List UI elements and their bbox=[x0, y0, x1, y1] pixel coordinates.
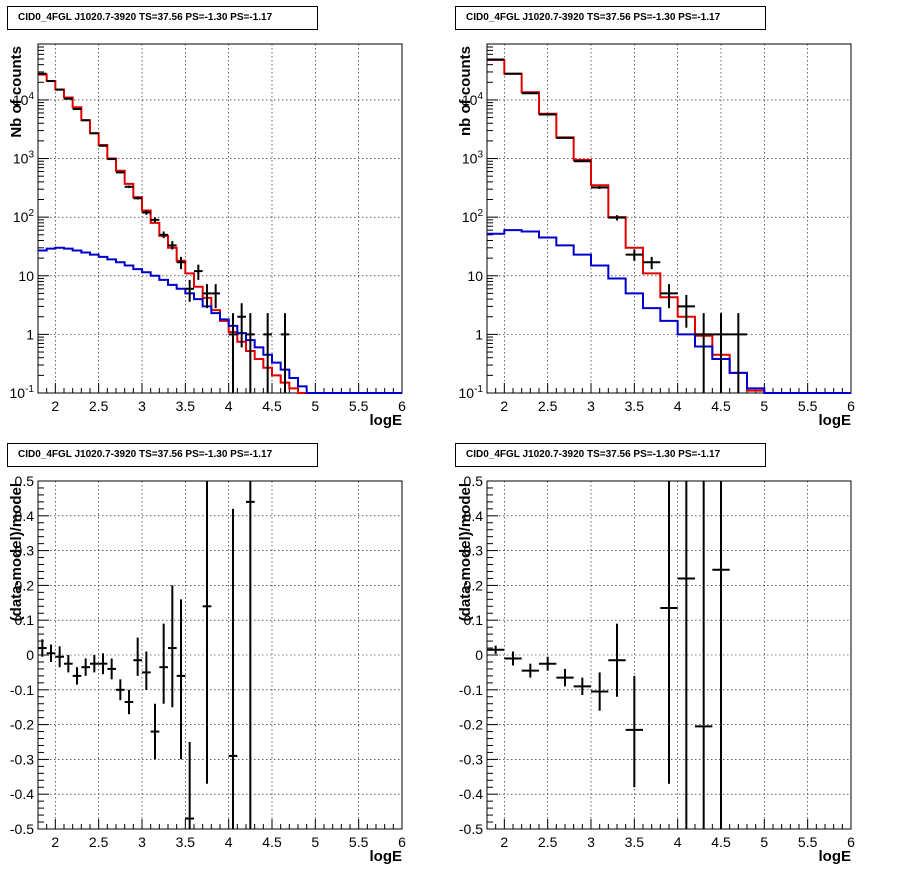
x-tick-label: 4.5 bbox=[262, 398, 282, 414]
x-tick-label: 4 bbox=[674, 834, 682, 850]
x-tick-label: 3 bbox=[587, 398, 595, 414]
plot-title-bottom-right: CID0_4FGL J1020.7-3920 TS=37.56 PS=-1.30… bbox=[455, 443, 766, 467]
y-tick-label: 0.2 bbox=[464, 577, 484, 593]
counts-plot-right: 2 2.5 3 3.5 4 4.5 5 5.5 6 10-1 1 10 102 103 104 logE nb … bbox=[457, 43, 855, 429]
x-tick-label: 6 bbox=[398, 834, 406, 850]
y-tick-label: -0.2 bbox=[10, 717, 34, 733]
x-tick-label: 5.5 bbox=[798, 398, 818, 414]
plot-title-top-right: CID0_4FGL J1020.7-3920 TS=37.56 PS=-1.30… bbox=[455, 6, 766, 30]
model-total-line bbox=[487, 59, 851, 394]
x-tick-label: 5 bbox=[311, 398, 319, 414]
x-tick-label: 2.5 bbox=[89, 834, 109, 850]
y-tick-label: 102 bbox=[462, 208, 484, 225]
y-tick-label: 10 bbox=[18, 268, 34, 284]
x-tick-label: 5.5 bbox=[798, 834, 818, 850]
y-tick-label: 0.5 bbox=[464, 473, 484, 489]
y-tick-label: 1 bbox=[475, 326, 483, 342]
x-tick-label: 3.5 bbox=[625, 398, 645, 414]
x-axis-title: logE bbox=[819, 412, 852, 429]
y-tick-label: 0.3 bbox=[15, 543, 35, 559]
y-tick-label: 0.5 bbox=[15, 473, 35, 489]
y-tick-label: 103 bbox=[13, 150, 35, 167]
y-axis-title: (data-model)/model bbox=[457, 483, 474, 621]
y-tick-label: 10-1 bbox=[10, 384, 35, 401]
x-tick-label: 4 bbox=[225, 398, 233, 414]
counts-plot-left: 2 2.5 3 3.5 4 4.5 5 5.5 6 10-1 1 10 102 103 104 logE Nb … bbox=[8, 43, 406, 429]
x-tick-label: 4.5 bbox=[262, 834, 282, 850]
model-source-line bbox=[487, 229, 851, 394]
plot-frame bbox=[486, 43, 852, 394]
x-tick-label: 6 bbox=[847, 398, 855, 414]
y-tick-label: -0.5 bbox=[10, 821, 34, 837]
x-tick-label: 2.5 bbox=[538, 398, 558, 414]
x-tick-label: 2 bbox=[51, 398, 59, 414]
x-tick-label: 4.5 bbox=[711, 834, 731, 850]
x-axis-title: logE bbox=[370, 848, 403, 865]
x-tick-label: 5 bbox=[760, 398, 768, 414]
plot-frame bbox=[37, 43, 403, 394]
y-tick-label: 0.3 bbox=[464, 543, 484, 559]
y-tick-label: -0.3 bbox=[10, 751, 34, 767]
y-tick-label: -0.5 bbox=[459, 821, 483, 837]
y-tick-label: -0.1 bbox=[459, 682, 483, 698]
y-tick-label: 104 bbox=[462, 91, 484, 108]
y-tick-label: 0.4 bbox=[464, 508, 484, 524]
y-tick-label: 10 bbox=[467, 268, 483, 284]
x-axis-title: logE bbox=[370, 412, 403, 429]
plot-title-bottom-left: CID0_4FGL J1020.7-3920 TS=37.56 PS=-1.30… bbox=[7, 443, 318, 467]
x-tick-label: 5 bbox=[760, 834, 768, 850]
x-tick-label: 5.5 bbox=[349, 398, 369, 414]
x-tick-label: 4 bbox=[225, 834, 233, 850]
y-tick-label: -0.4 bbox=[10, 786, 34, 802]
x-tick-label: 4.5 bbox=[711, 398, 731, 414]
y-tick-label: 102 bbox=[13, 208, 35, 225]
x-tick-label: 2.5 bbox=[89, 398, 109, 414]
x-tick-label: 4 bbox=[674, 398, 682, 414]
plot-title-top-left: CID0_4FGL J1020.7-3920 TS=37.56 PS=-1.30… bbox=[7, 6, 318, 30]
model-total-line bbox=[38, 73, 402, 394]
y-axis-title: Nb of counts bbox=[8, 46, 25, 138]
residual-plot-left: 2 2.5 3 3.5 4 4.5 5 5.5 6 -0.5 -0.4 -0.3 -0.2 -0.1 0 0.… bbox=[8, 473, 406, 865]
y-axis-title: (data-model)/model bbox=[8, 483, 25, 621]
y-tick-label: 104 bbox=[13, 91, 35, 108]
x-tick-label: 3.5 bbox=[176, 834, 196, 850]
y-tick-label: -0.2 bbox=[459, 717, 483, 733]
y-tick-label: 10-1 bbox=[459, 384, 484, 401]
x-tick-label: 3 bbox=[138, 398, 146, 414]
y-tick-label: -0.1 bbox=[10, 682, 34, 698]
x-tick-label: 3 bbox=[138, 834, 146, 850]
x-tick-label: 3.5 bbox=[176, 398, 196, 414]
y-tick-label: 103 bbox=[462, 150, 484, 167]
x-tick-label: 2 bbox=[500, 398, 508, 414]
residual-plot-right: 2 2.5 3 3.5 4 4.5 5 5.5 6 -0.5 -0.4 -0.3 -0.2 -0.1 0 0.… bbox=[457, 473, 855, 865]
x-tick-label: 2 bbox=[500, 834, 508, 850]
x-tick-label: 3.5 bbox=[625, 834, 645, 850]
x-axis-title: logE bbox=[819, 848, 852, 865]
y-tick-label: -0.3 bbox=[459, 751, 483, 767]
x-tick-label: 2 bbox=[51, 834, 59, 850]
y-tick-label: 1 bbox=[26, 326, 34, 342]
x-tick-label: 5 bbox=[311, 834, 319, 850]
x-tick-label: 2.5 bbox=[538, 834, 558, 850]
y-tick-label: 0.4 bbox=[15, 508, 35, 524]
y-tick-label: 0 bbox=[475, 647, 483, 663]
y-tick-label: 0.1 bbox=[15, 612, 35, 628]
x-tick-label: 3 bbox=[587, 834, 595, 850]
y-tick-label: 0.2 bbox=[15, 577, 35, 593]
y-tick-label: 0.1 bbox=[464, 612, 484, 628]
y-tick-label: -0.4 bbox=[459, 786, 483, 802]
x-tick-label: 6 bbox=[398, 398, 406, 414]
y-tick-label: 0 bbox=[26, 647, 34, 663]
model-source-line bbox=[38, 246, 402, 394]
x-tick-label: 6 bbox=[847, 834, 855, 850]
x-tick-label: 5.5 bbox=[349, 834, 369, 850]
y-axis-title: nb of counts bbox=[457, 46, 474, 136]
